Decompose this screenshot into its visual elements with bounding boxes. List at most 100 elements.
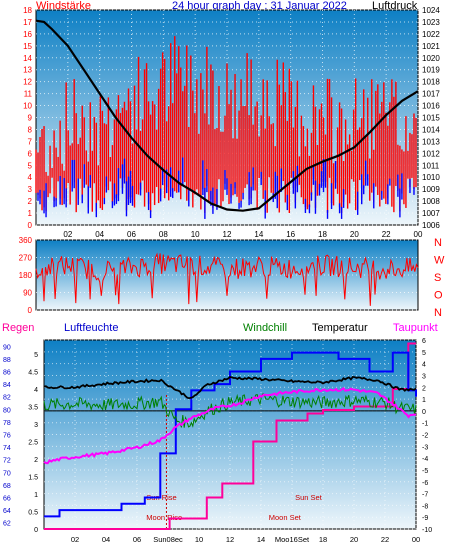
y-regen-tick-label: 4 xyxy=(34,387,38,394)
y-left-tick-label: 4 xyxy=(28,173,33,182)
x-tick-label: 08 xyxy=(159,230,168,239)
y-regen-tick-label: 5 xyxy=(34,352,38,359)
direction-label: N xyxy=(434,307,442,319)
windchill-line xyxy=(43,393,417,428)
y-left-tick-label: 1 xyxy=(28,209,33,218)
y-temp-tick-label: 0 xyxy=(422,409,426,416)
taupunkt-line xyxy=(43,386,417,465)
legend-luftfeuchte: Luftfeuchte xyxy=(64,322,118,334)
x-tick-label: 20 xyxy=(350,230,359,239)
y-right-tick-label: 1017 xyxy=(422,90,440,99)
y-right-tick-label: 1024 xyxy=(422,6,440,15)
y-left-tick-label: 14 xyxy=(23,54,32,63)
x-tick-label: 22 xyxy=(382,230,391,239)
x-tick-label: 02 xyxy=(71,535,79,544)
y-right-tick-label: 1008 xyxy=(422,197,440,206)
y-temp-tick-label: -4 xyxy=(422,456,428,463)
x-tick-label: 06 xyxy=(133,535,141,544)
y-temp-tick-label: -7 xyxy=(422,492,428,499)
annotation-moon-set: Moon Set xyxy=(269,513,302,522)
wind-direction-line xyxy=(35,252,419,306)
y-feuchte-tick-label: 62 xyxy=(3,521,11,528)
y-feuchte-tick-label: 70 xyxy=(3,470,11,477)
x-tick-label: 12 xyxy=(223,230,232,239)
annotation-moon-rise: Moon Rise xyxy=(146,513,182,522)
luftfeuchte-line xyxy=(44,351,417,518)
direction-label: W xyxy=(434,255,445,267)
legend-taupunkt: Taupunkt xyxy=(393,322,438,334)
y-temp-tick-label: -5 xyxy=(422,468,428,475)
y-right-tick-label: 1013 xyxy=(422,137,440,146)
y-feuchte-tick-label: 90 xyxy=(3,344,11,351)
y-temp-tick-label: -10 xyxy=(422,527,432,534)
y-regen-tick-label: 1 xyxy=(34,492,38,499)
legend-regen: Regen xyxy=(2,322,34,334)
x-tick-label: 18 xyxy=(319,535,327,544)
y-feuchte-tick-label: 76 xyxy=(3,433,11,440)
y-tick-label: 0 xyxy=(28,306,33,315)
y-left-tick-label: 8 xyxy=(28,125,33,134)
y-temp-tick-label: -6 xyxy=(422,480,428,487)
y-left-tick-label: 13 xyxy=(23,66,32,75)
y-feuchte-tick-label: 84 xyxy=(3,382,11,389)
x-tick-label: Sun08ec xyxy=(153,535,183,544)
y-right-tick-label: 1011 xyxy=(422,161,440,170)
y-right-tick-label: 1010 xyxy=(422,173,440,182)
regen-line xyxy=(44,342,416,530)
y-right-tick-label: 1018 xyxy=(422,78,440,87)
y-regen-tick-label: 2 xyxy=(34,457,38,464)
direction-label: N xyxy=(434,237,442,249)
x-tick-label: Moo16Set xyxy=(275,535,310,544)
x-tick-label: 14 xyxy=(254,230,263,239)
x-tick-label: 12 xyxy=(226,535,234,544)
direction-label: S xyxy=(434,272,441,284)
temperatur-line xyxy=(43,375,417,400)
header-center: 24 hour graph day : 31 Januar 2022 xyxy=(172,0,347,12)
y-temp-tick-label: 2 xyxy=(422,385,426,392)
y-regen-tick-label: 3.5 xyxy=(28,405,38,412)
y-left-tick-label: 12 xyxy=(23,78,32,87)
x-tick-label: 04 xyxy=(102,535,110,544)
y-right-tick-label: 1023 xyxy=(422,18,440,27)
x-tick-label: 14 xyxy=(257,535,265,544)
direction-label: O xyxy=(434,290,443,302)
y-feuchte-tick-label: 66 xyxy=(3,496,11,503)
y-right-tick-label: 1022 xyxy=(422,30,440,39)
x-tick-label: 00 xyxy=(414,230,423,239)
x-tick-label: 04 xyxy=(95,230,104,239)
y-left-tick-label: 9 xyxy=(28,114,33,123)
header-right: Luftdruck xyxy=(372,0,418,12)
y-right-tick-label: 1012 xyxy=(422,149,440,158)
legend-temperatur: Temperatur xyxy=(312,322,368,334)
y-regen-tick-label: 2.5 xyxy=(28,440,38,447)
y-feuchte-tick-label: 68 xyxy=(3,483,11,490)
x-tick-label: 20 xyxy=(350,535,358,544)
y-feuchte-tick-label: 72 xyxy=(3,458,11,465)
y-feuchte-tick-label: 64 xyxy=(3,508,11,515)
y-tick-label: 180 xyxy=(19,271,33,280)
y-regen-tick-label: 3 xyxy=(34,422,38,429)
y-right-tick-label: 1006 xyxy=(422,221,440,230)
x-tick-label: 10 xyxy=(195,535,203,544)
y-right-tick-label: 1016 xyxy=(422,102,440,111)
y-feuchte-tick-label: 78 xyxy=(3,420,11,427)
y-temp-tick-label: 1 xyxy=(422,397,426,404)
y-right-tick-label: 1007 xyxy=(422,209,440,218)
y-left-tick-label: 6 xyxy=(28,149,33,158)
y-regen-tick-label: 0.5 xyxy=(28,510,38,517)
y-left-tick-label: 16 xyxy=(23,30,32,39)
x-tick-label: 16 xyxy=(286,230,295,239)
y-right-tick-label: 1015 xyxy=(422,114,440,123)
y-temp-tick-label: -8 xyxy=(422,503,428,510)
y-feuchte-tick-label: 82 xyxy=(3,395,11,402)
y-temp-tick-label: 4 xyxy=(422,362,426,369)
y-left-tick-label: 0 xyxy=(28,221,33,230)
y-temp-tick-label: 5 xyxy=(422,350,426,357)
x-tick-label: 22 xyxy=(381,535,389,544)
y-right-tick-label: 1019 xyxy=(422,66,440,75)
y-feuchte-tick-label: 74 xyxy=(3,445,11,452)
x-tick-label: 02 xyxy=(63,230,72,239)
y-temp-tick-label: -2 xyxy=(422,433,428,440)
y-tick-label: 270 xyxy=(19,254,33,263)
y-tick-label: 90 xyxy=(23,289,32,298)
